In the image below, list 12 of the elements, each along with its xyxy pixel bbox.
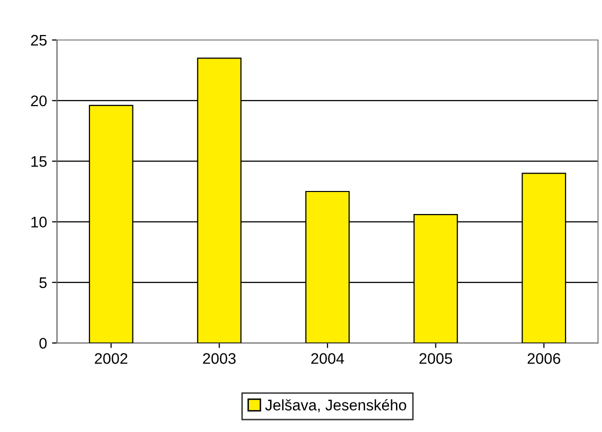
y-tick-label: 0 [39, 338, 47, 349]
x-tick-label: 2004 [311, 353, 344, 364]
x-tick-label: 2006 [528, 353, 560, 364]
y-tick-label: 10 [31, 216, 47, 228]
x-tick-label: 2002 [94, 353, 128, 364]
y-tick-label: 25 [31, 34, 47, 46]
y-tick-label: 15 [31, 156, 47, 167]
y-tick-label: 20 [31, 95, 47, 106]
legend-label: Jelšava, Jesenského [265, 399, 406, 412]
y-tick-label: 5 [39, 277, 47, 288]
x-tick-label: 2003 [203, 353, 236, 364]
x-tick-label: 2005 [419, 353, 452, 364]
